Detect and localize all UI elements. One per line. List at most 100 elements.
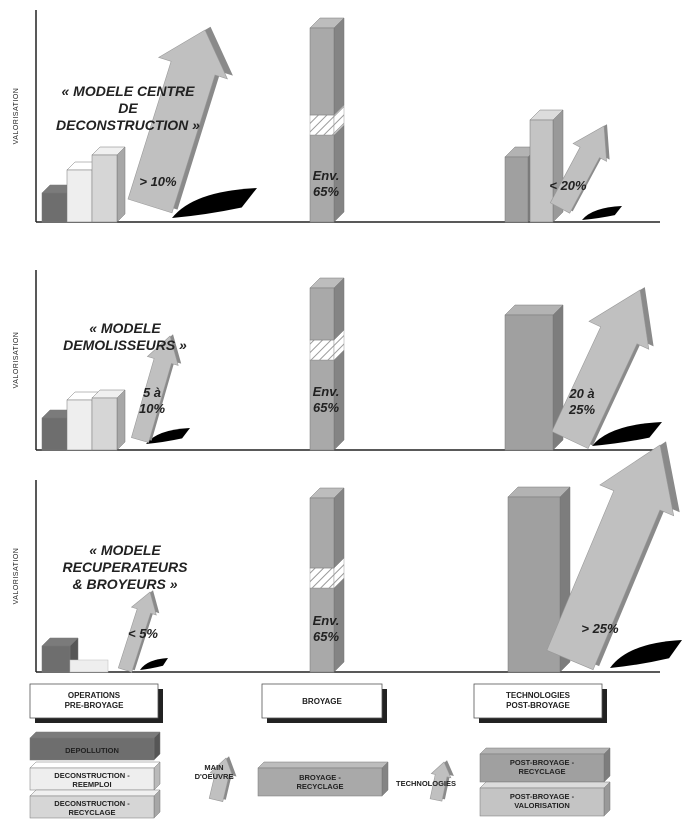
tech-shadow [610,640,682,668]
broyage-column-upper-front [309,497,335,569]
legend-swatch-top [29,789,161,797]
panels-layer: VALORISATION « MODELE CENTRE DE DECONSTRUCT… [13,10,682,673]
legend-item-right-2: POST-BROYAGE -VALORISATION [479,781,611,817]
legend-item-left-1: DEPOLLUTION [29,731,161,761]
legend-label: POST-BROYAGE -RECYCLAGE [510,758,575,776]
bar-pre-broyage-3-side [116,146,126,223]
legend-label-line: POST-BROYAGE - [510,792,575,801]
labour-shadow [146,428,190,444]
broyage-column-lower-front [309,134,335,223]
technology-arrow-face [549,125,607,214]
legend-labour: MAIN D'OEUVRE [195,756,237,802]
bar-post-broyage-1-front [504,156,529,223]
phase-box-label-line: PRE-BROYAGE [65,701,124,710]
legend-label-line: DEPOLLUTION [65,746,119,755]
tech-shadow [592,422,662,446]
technology-arrow-face [546,444,675,671]
model-title-line: & BROYEURS » [72,576,177,592]
phase-box-2: BROYAGE [261,683,387,723]
right-percentage-line: 25% [568,402,595,417]
center-percentage-line: 65% [313,629,339,644]
bar-pre-broyage-3 [91,146,126,223]
phase-box-face [261,683,383,719]
left-percentage: 5 à 10% [139,385,165,416]
center-percentage: Env. 65% [313,384,340,415]
legend-swatch [479,781,611,817]
legend-swatch-front [29,795,155,819]
center-percentage-line: 65% [313,184,339,199]
bar-post-broyage-1-front [504,314,554,451]
phase-box-1: OPERATIONS PRE-BROYAGE [29,683,163,723]
legend-item-right-1: POST-BROYAGE -RECYCLAGE [479,747,611,783]
broyage-column-upper-side [333,277,345,341]
model-title-line: « MODELE CENTRE [61,83,195,99]
center-percentage-line: Env. [313,384,340,399]
legend-item-left-3: DECONSTRUCTION -RECYCLAGE [29,789,161,819]
phase-box-label-line: BROYAGE [302,697,342,706]
legend-tech-label-line: TECHNOLOGIES [396,779,456,788]
broyage-column-upper-front [309,287,335,341]
bar-post-broyage-2-front [529,119,554,223]
phase-box-label-line: TECHNOLOGIES [506,691,571,700]
legend-label: POST-BROYAGE -VALORISATION [510,792,575,810]
legend-label-line: RECYCLAGE [68,808,115,817]
left-percentage-line: 10% [139,401,165,416]
broyage-column-lower-front [309,359,335,451]
legend-label-line: POST-BROYAGE - [510,758,575,767]
legend-swatch-top [29,761,161,769]
legend-label: DEPOLLUTION [65,746,119,755]
phase-box-face [473,683,603,719]
legend-broyage-label: BROYAGE -RECYCLAGE [296,773,343,791]
model-title-line: « MODELE [89,542,161,558]
model-title: « MODELE CENTRE DE DECONSTRUCTION » [56,83,200,133]
legend-swatch-top [479,781,611,789]
legend-swatch-top [479,747,611,755]
broyage-column-lower [309,577,345,673]
phase-box-face [29,683,159,719]
panel-3: VALORISATION « MODELE RECUPERATEURS & BROYE… [13,441,682,673]
phase-box-3: TECHNOLOGIES POST-BROYAGE [473,683,607,723]
broyage-column-break-front [309,339,335,361]
model-title-line: RECUPERATEURS [63,559,189,575]
legend-broyage: BROYAGE -RECYCLAGE [257,761,389,797]
bar-pre-broyage-3-side [116,389,126,451]
broyage-column-upper [309,277,345,341]
broyage-column-upper-side [333,487,345,569]
technology-arrow [551,287,654,449]
center-percentage: Env. 65% [313,613,340,644]
broyage-column-break-front [309,114,335,136]
broyage-column-upper [309,487,345,569]
labour-arrow-left-face [117,591,157,673]
bar-post-broyage-1-top [507,486,571,498]
footer-layer: OPERATIONS PRE-BROYAGE BROYAGE TECHNOLOGIES… [29,683,611,819]
legend-tech-arrow [429,760,454,802]
model-title: « MODELE RECUPERATEURS & BROYEURS » [63,542,189,592]
legend-tech: TECHNOLOGIES [396,760,456,802]
technology-arrow-face [551,289,650,449]
legend-broyage-label-line: BROYAGE - [299,773,341,782]
center-percentage: Env. 65% [313,168,340,199]
legend-tech-arrow-face [429,761,452,802]
legend-swatch [29,761,161,791]
legend-label: DECONSTRUCTION -RECYCLAGE [54,799,130,817]
left-percentage: < 5% [128,626,158,641]
tech-shadow [582,206,622,220]
technology-arrow [549,124,610,214]
broyage-column [309,17,345,223]
bar-pre-broyage-1-front [41,417,68,451]
right-percentage-line: < 20% [549,178,587,193]
right-percentage: < 20% [549,178,587,193]
bar-pre-broyage-3 [91,389,126,451]
model-title-line: DE [118,100,138,116]
bar-pre-broyage-2-front [66,169,93,223]
legend-broyage-swatch-top [257,761,389,769]
center-percentage-line: Env. [313,613,340,628]
legend-swatch-front [479,787,605,817]
legend-label-line: RECYCLAGE [518,767,565,776]
bar-pre-broyage-1-front [41,192,68,223]
model-title-line: DEMOLISSEURS » [63,337,187,353]
broyage-column-break-front [309,567,335,589]
right-percentage-line: > 25% [581,621,619,636]
legend-labour-arrow [208,756,237,802]
legend-broyage-swatch-front [257,767,383,797]
